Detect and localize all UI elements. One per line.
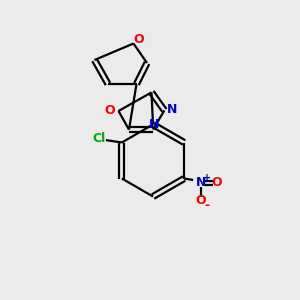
Text: O: O [134,33,144,46]
Text: O: O [211,176,222,190]
Text: Cl: Cl [93,132,106,146]
Text: N: N [196,176,206,190]
Text: N: N [149,118,160,131]
Text: +: + [202,172,211,183]
Text: O: O [195,194,206,208]
Text: O: O [105,104,116,118]
Text: -: - [204,199,209,212]
Text: N: N [167,103,177,116]
